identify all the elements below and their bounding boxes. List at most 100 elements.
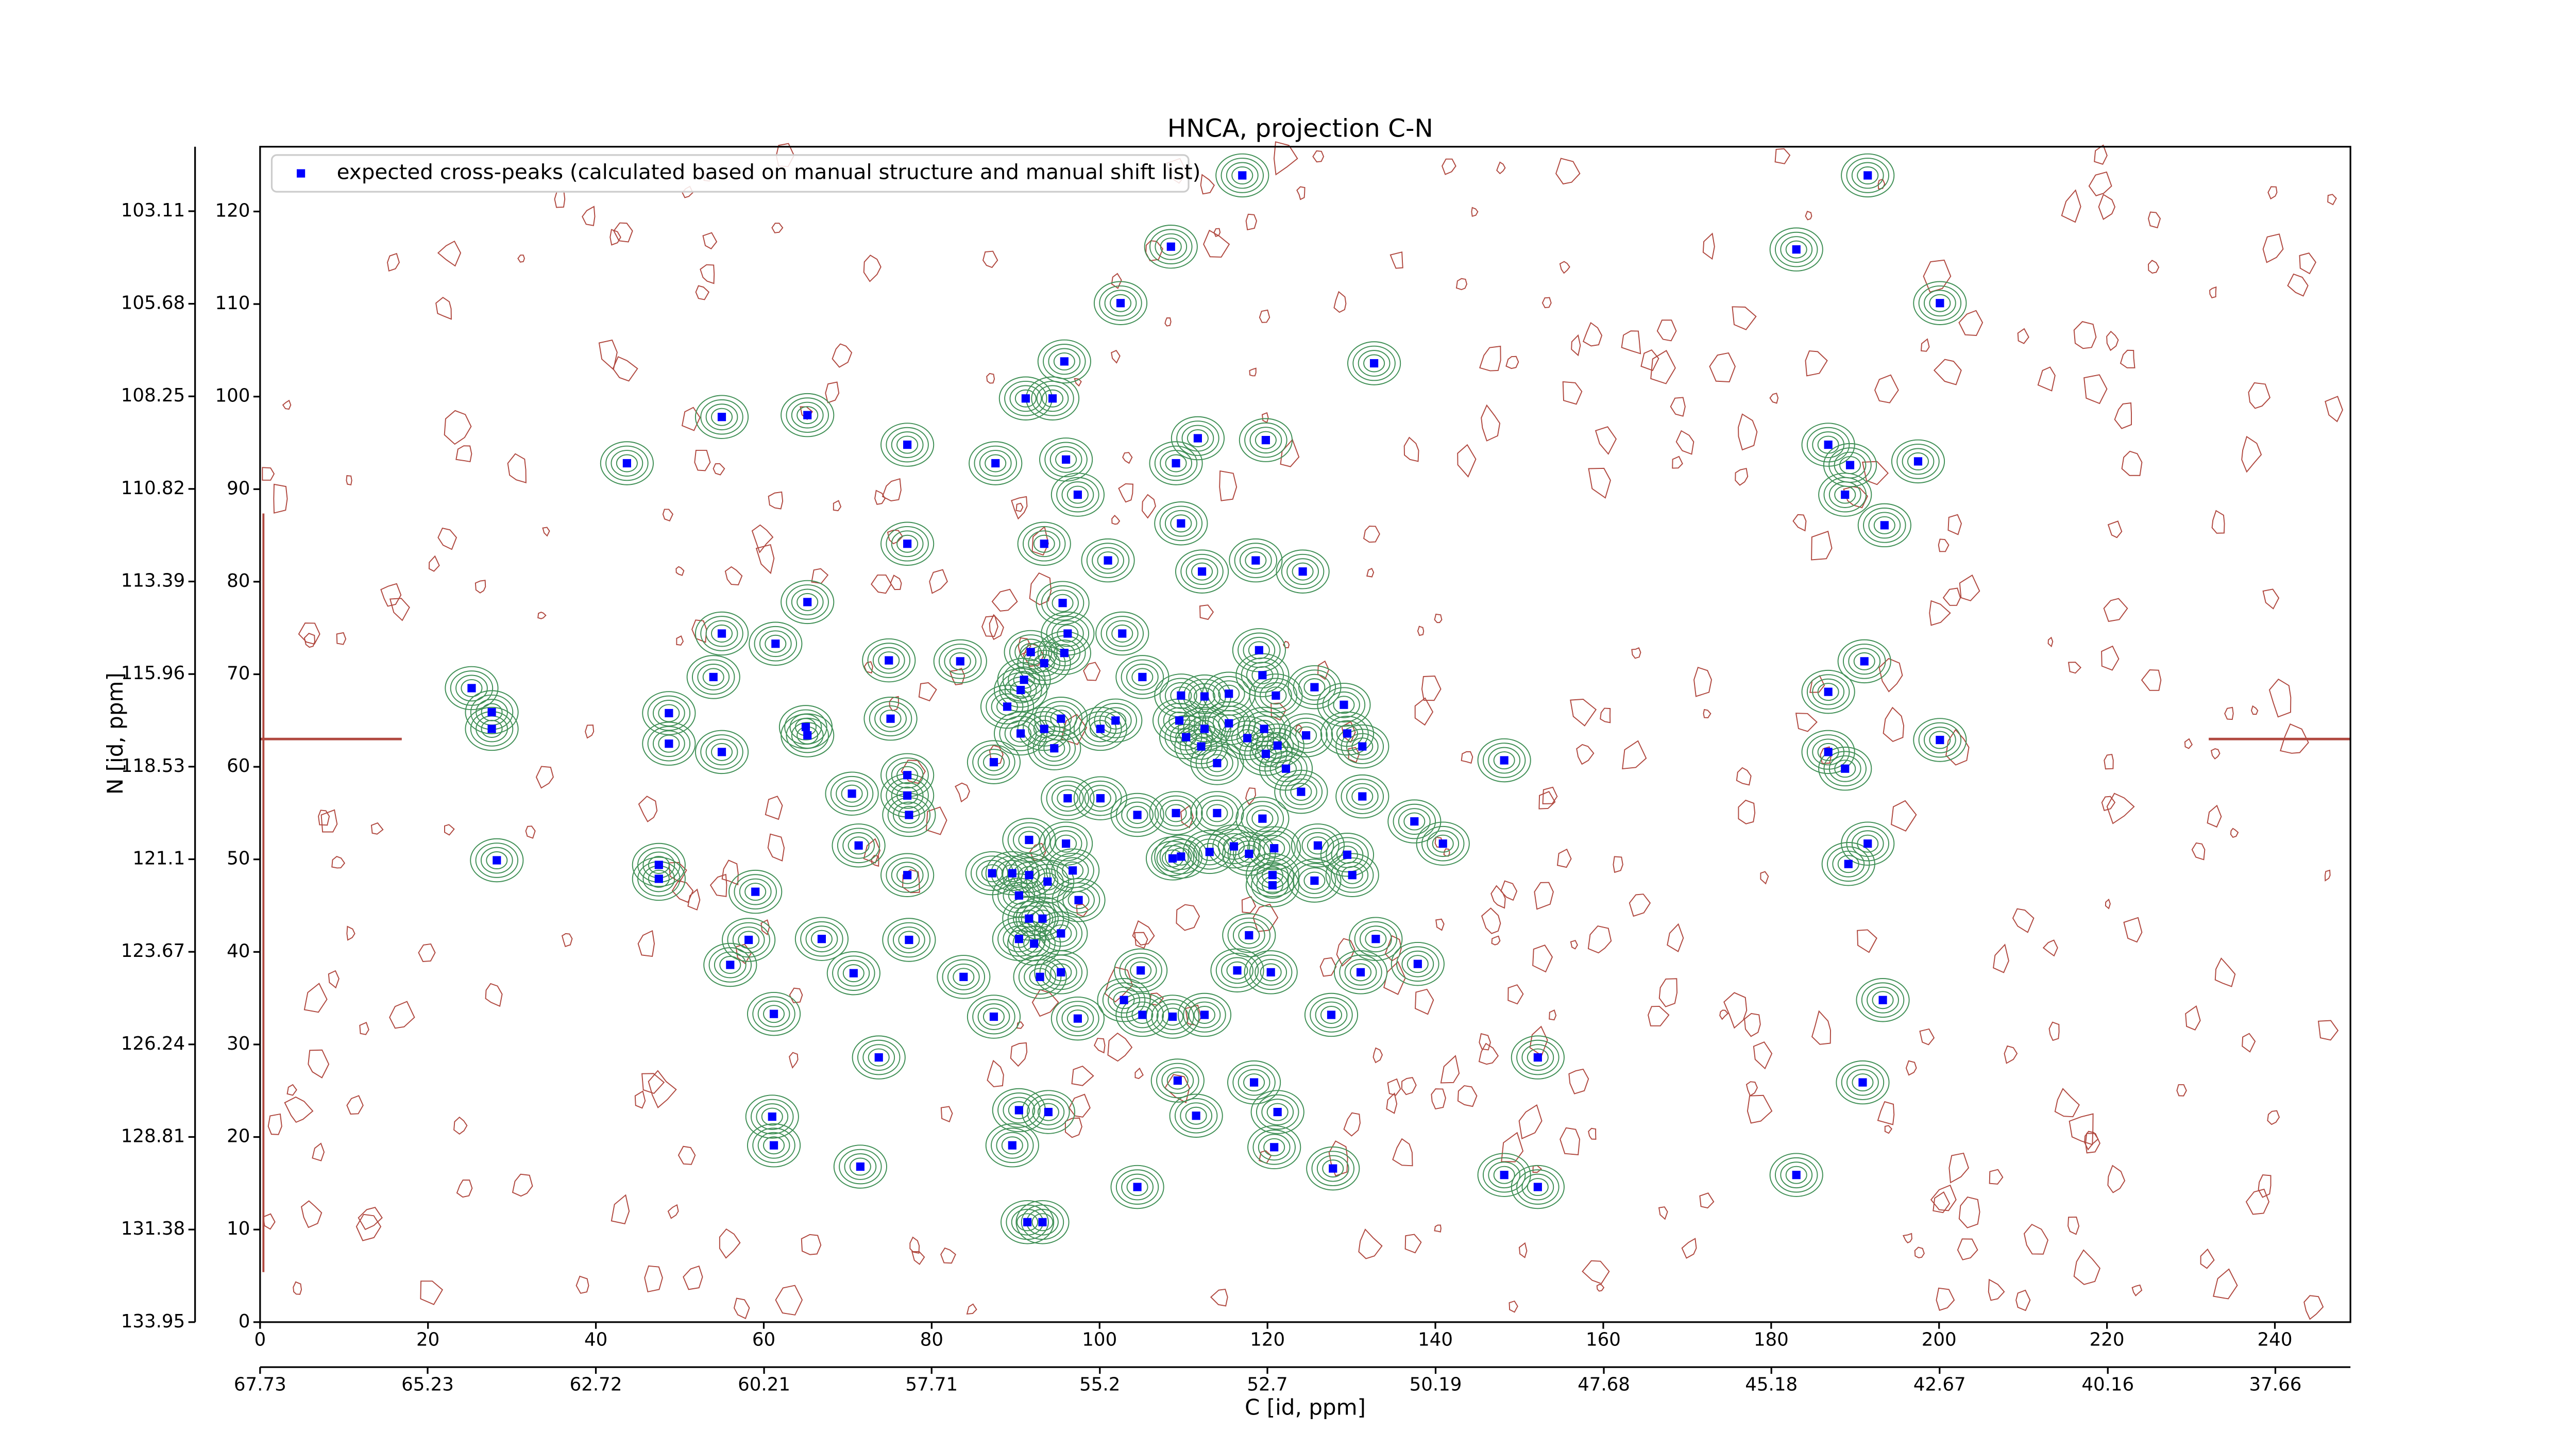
noise-contour — [2106, 793, 2135, 824]
peak-contour — [979, 450, 1012, 477]
peak-contour — [632, 856, 686, 901]
peak-marker — [665, 739, 673, 748]
peak-marker — [1193, 434, 1202, 443]
peak-contour — [1279, 713, 1333, 757]
peak-marker — [903, 791, 912, 800]
noise-contour — [2042, 939, 2058, 957]
noise-contour — [582, 206, 596, 226]
peak-contour — [1867, 986, 1899, 1014]
peak-contour — [1477, 1153, 1531, 1197]
peak-contour — [1185, 558, 1218, 585]
peak-contour — [1286, 558, 1319, 585]
peak-contour — [710, 625, 733, 643]
noise-contour — [1328, 1140, 1348, 1176]
noise-contour — [1809, 675, 1825, 693]
noise-contour — [1210, 1288, 1228, 1307]
peak-contour — [980, 684, 1035, 729]
peak-contour — [1868, 512, 1901, 539]
peak-contour — [1055, 450, 1077, 469]
peak-contour — [600, 441, 654, 485]
peak-contour — [1108, 986, 1140, 1014]
noise-contour — [1199, 604, 1214, 620]
peak-contour — [652, 730, 685, 757]
peak-contour — [862, 1044, 895, 1071]
noise-contour — [1031, 526, 1049, 556]
peak-contour — [1018, 930, 1050, 957]
noise-contour — [751, 524, 774, 553]
peak-contour — [1067, 891, 1090, 909]
peak-contour — [1121, 997, 1164, 1033]
x2-tick-label: 47.68 — [1578, 1374, 1630, 1395]
peak-marker — [1036, 972, 1044, 981]
peak-marker — [1058, 599, 1067, 608]
y-axis-label: N [id, ppm] — [103, 672, 128, 795]
peak-marker — [1063, 794, 1072, 803]
noise-contour — [2148, 211, 2161, 229]
noise-contour — [644, 1265, 663, 1293]
peak-contour — [898, 931, 920, 949]
peak-contour — [1110, 793, 1164, 837]
noise-contour — [1457, 444, 1477, 478]
peak-contour — [1004, 720, 1037, 747]
peak-contour — [1823, 443, 1877, 487]
peak-contour — [1769, 227, 1823, 272]
noise-contour — [1702, 232, 1715, 260]
peak-contour — [1284, 778, 1317, 805]
peak-contour — [1861, 982, 1905, 1018]
peak-marker — [1250, 1078, 1259, 1087]
peak-contour — [1166, 1071, 1189, 1090]
peak-contour — [1806, 427, 1850, 463]
noise-contour — [1938, 538, 1950, 552]
peak-contour — [1260, 963, 1282, 982]
noise-contour — [1719, 1009, 1729, 1020]
peak-contour — [1044, 958, 1077, 986]
noise-contour — [1792, 514, 1807, 532]
peak-marker — [1138, 1010, 1147, 1019]
peak-contour — [1339, 954, 1382, 990]
peak-marker — [1096, 724, 1105, 733]
peak-contour — [1215, 153, 1269, 198]
noise-contour — [561, 933, 573, 948]
peak-contour — [1102, 982, 1146, 1018]
peak-contour — [1149, 791, 1203, 835]
y2-tick-label: 128.81 — [121, 1125, 185, 1147]
peak-contour — [1034, 697, 1088, 741]
noise-contour — [542, 527, 550, 537]
peak-contour — [1201, 800, 1233, 827]
noise-contour — [1421, 676, 1442, 701]
peak-contour — [1827, 846, 1870, 882]
peak-contour — [700, 399, 743, 435]
peak-contour — [1263, 839, 1285, 857]
noise-contour — [1595, 426, 1617, 455]
noise-contour — [687, 888, 701, 911]
noise-contour — [2141, 669, 2162, 691]
noise-contour — [1919, 1028, 1935, 1046]
noise-contour — [681, 407, 701, 431]
peak-contour — [1902, 448, 1935, 475]
peak-contour — [1089, 720, 1111, 738]
noise-contour — [1076, 903, 1089, 917]
peak-marker — [903, 540, 912, 548]
peak-contour — [1061, 1005, 1094, 1032]
noise-contour — [2004, 1045, 2018, 1064]
y-tick-label: 70 — [227, 663, 250, 684]
peak-contour — [994, 711, 1048, 756]
peak-contour — [486, 851, 508, 869]
peak-marker — [1258, 814, 1267, 823]
peak-contour — [1290, 722, 1323, 749]
noise-contour — [771, 223, 784, 233]
peak-contour — [1521, 1044, 1554, 1071]
peak-contour — [703, 942, 757, 987]
noise-contour — [1261, 412, 1269, 424]
noise-contour — [1562, 381, 1583, 405]
noise-contour — [1738, 413, 1758, 451]
peak-contour — [1226, 720, 1269, 756]
peak-contour — [1279, 774, 1323, 810]
noise-contour — [2262, 233, 2284, 263]
peak-contour — [1198, 843, 1221, 861]
peak-marker — [1255, 646, 1263, 654]
peak-marker — [849, 969, 858, 978]
noise-contour — [2214, 957, 2236, 987]
x2-tick-label: 57.71 — [905, 1374, 958, 1395]
peak-contour — [1081, 538, 1135, 583]
